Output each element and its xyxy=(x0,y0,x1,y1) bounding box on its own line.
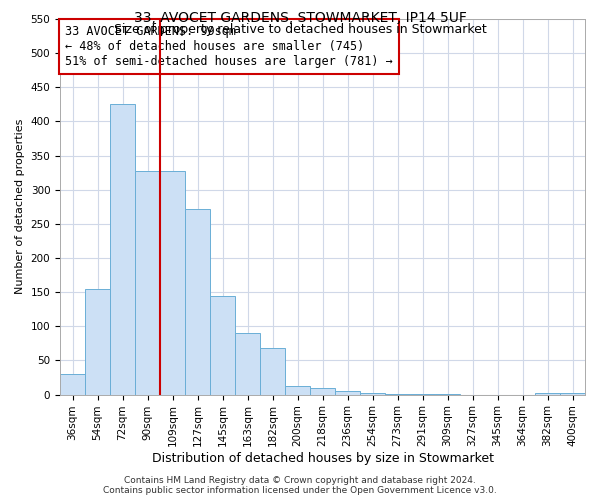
Bar xyxy=(60,374,85,394)
Bar xyxy=(285,386,310,394)
Text: 33, AVOCET GARDENS, STOWMARKET, IP14 5UF: 33, AVOCET GARDENS, STOWMARKET, IP14 5UF xyxy=(134,11,466,25)
X-axis label: Distribution of detached houses by size in Stowmarket: Distribution of detached houses by size … xyxy=(152,452,494,465)
Bar xyxy=(360,393,385,394)
Bar xyxy=(210,296,235,394)
Text: Contains HM Land Registry data © Crown copyright and database right 2024.
Contai: Contains HM Land Registry data © Crown c… xyxy=(103,476,497,495)
Bar xyxy=(135,170,160,394)
Bar xyxy=(85,288,110,395)
Bar xyxy=(235,333,260,394)
Bar xyxy=(260,348,285,395)
Bar xyxy=(335,391,360,394)
Bar xyxy=(160,170,185,394)
Bar xyxy=(110,104,135,395)
Text: 33 AVOCET GARDENS: 99sqm
← 48% of detached houses are smaller (745)
51% of semi-: 33 AVOCET GARDENS: 99sqm ← 48% of detach… xyxy=(65,24,393,68)
Bar xyxy=(560,392,585,394)
Bar xyxy=(535,392,560,394)
Bar xyxy=(310,388,335,394)
Bar xyxy=(185,209,210,394)
Y-axis label: Number of detached properties: Number of detached properties xyxy=(15,119,25,294)
Text: Size of property relative to detached houses in Stowmarket: Size of property relative to detached ho… xyxy=(113,22,487,36)
